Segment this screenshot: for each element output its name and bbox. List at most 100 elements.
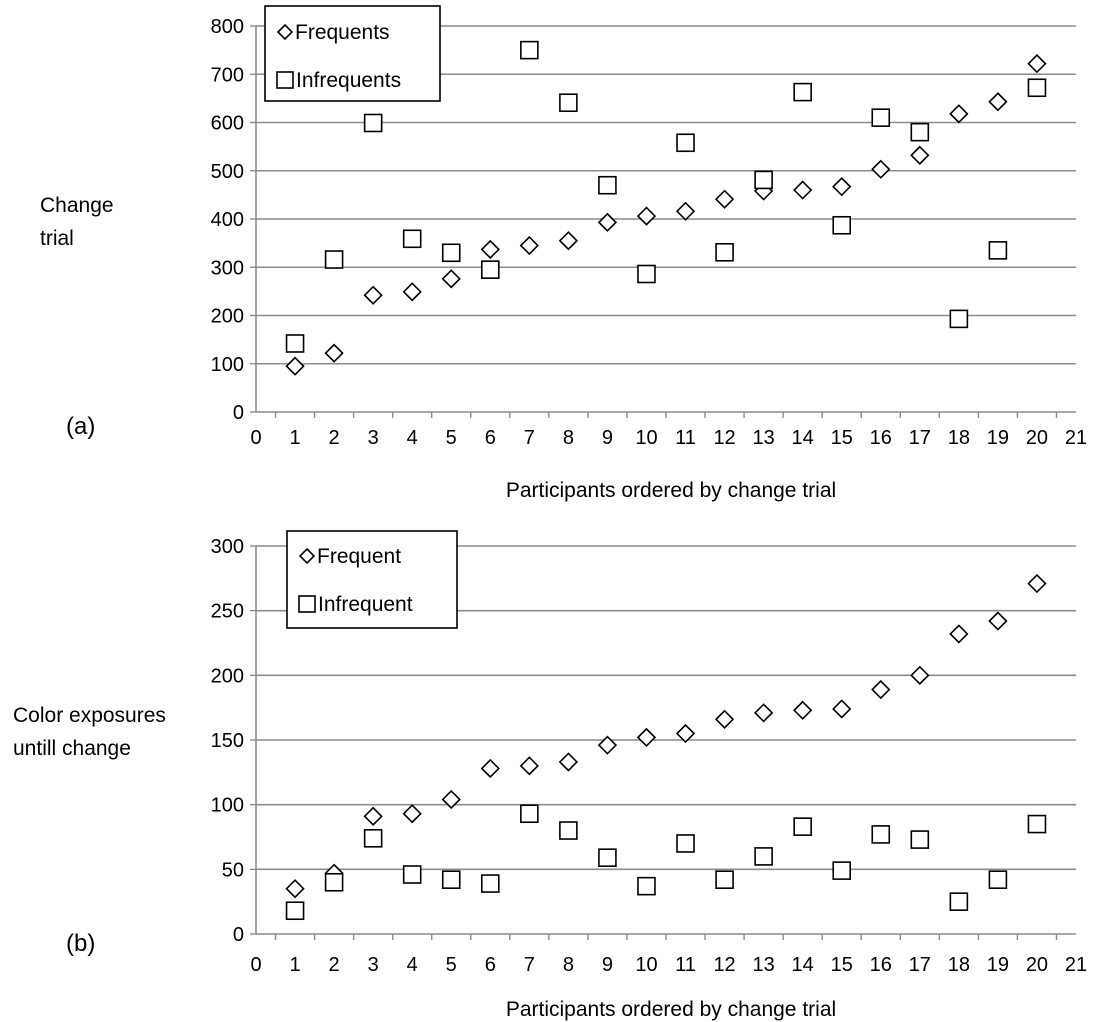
data-point-square (480, 874, 500, 893)
x-tick-label: 17 (909, 427, 931, 449)
data-point-diamond (363, 285, 383, 305)
y-tick-label: 400 (211, 209, 244, 231)
data-point-diamond (480, 239, 500, 260)
data-point-diamond (871, 159, 891, 179)
x-tick-label: 4 (407, 954, 418, 976)
x-tick-label: 20 (1026, 954, 1048, 976)
x-axis-title: Participants ordered by change trial (506, 998, 836, 1021)
data-point-square (324, 872, 344, 892)
data-point-square (324, 250, 344, 269)
data-point-diamond (1027, 573, 1047, 594)
y-tick-label: 200 (211, 306, 244, 328)
x-tick-label: 18 (948, 954, 970, 976)
x-tick-label: 14 (792, 427, 814, 449)
data-point-diamond (714, 709, 735, 729)
data-point-diamond (324, 343, 344, 363)
legend: Frequent Infrequent (286, 530, 458, 629)
data-point-diamond (793, 700, 813, 720)
panel-label: (b) (66, 930, 95, 957)
x-tick-label: 7 (524, 427, 535, 449)
data-point-diamond (753, 703, 774, 723)
data-point-square (676, 834, 695, 853)
x-tick-label: 11 (675, 427, 696, 449)
data-point-square (949, 309, 969, 329)
data-point-square (715, 242, 734, 262)
y-tick-label: 700 (211, 64, 244, 86)
data-point-square (988, 870, 1008, 889)
x-tick-label: 10 (635, 427, 657, 449)
data-point-square (441, 870, 461, 889)
x-tick-label: 13 (752, 427, 774, 449)
data-point-square (520, 804, 539, 824)
data-point-square (832, 861, 852, 880)
x-tick-label: 3 (368, 954, 379, 976)
data-point-diamond (636, 206, 657, 226)
data-point-square (363, 828, 383, 848)
x-tick-label: 16 (870, 427, 892, 449)
data-point-diamond (910, 665, 930, 685)
data-point-diamond (480, 758, 500, 779)
y-tick-label: 300 (211, 536, 244, 558)
data-point-square (871, 825, 891, 844)
data-point-diamond (675, 723, 696, 744)
data-point-diamond (636, 727, 657, 748)
y-tick-label: 500 (211, 161, 244, 183)
y-axis-title: Change (40, 194, 114, 217)
legend-label: Frequent (317, 545, 401, 568)
x-tick-label: 8 (563, 954, 574, 976)
y-tick-label: 100 (211, 795, 244, 817)
data-point-diamond (402, 282, 422, 302)
data-point-square (559, 821, 578, 840)
y-tick-label: 50 (222, 859, 244, 881)
data-point-diamond (558, 752, 579, 772)
x-tick-label: 6 (485, 427, 496, 449)
data-point-square (832, 215, 852, 235)
x-tick-label: 15 (831, 427, 853, 449)
data-point-square (402, 865, 422, 884)
data-point-square (793, 82, 812, 102)
data-point-diamond (1027, 54, 1047, 74)
x-tick-label: 15 (831, 954, 853, 976)
data-point-square (676, 133, 695, 153)
y-tick-label: 150 (211, 730, 244, 752)
x-tick-label: 2 (329, 427, 340, 449)
data-point-diamond (597, 212, 618, 233)
y-tick-label: 600 (211, 113, 244, 135)
data-point-square (441, 243, 461, 263)
data-point-square (910, 830, 930, 849)
data-point-square (754, 847, 773, 866)
legend-square-icon (298, 595, 316, 613)
data-point-diamond (597, 735, 618, 755)
data-point-diamond (441, 789, 461, 810)
y-axis-title: untill change (13, 737, 131, 760)
data-point-square (871, 108, 891, 127)
data-point-diamond (910, 145, 930, 165)
x-tick-label: 12 (713, 954, 735, 976)
x-tick-label: 16 (870, 954, 892, 976)
x-tick-label: 0 (250, 427, 261, 449)
x-tick-label: 11 (675, 954, 696, 976)
data-point-square (988, 241, 1008, 260)
x-tick-label: 5 (446, 427, 457, 449)
data-point-square (637, 876, 656, 896)
data-point-square (910, 122, 930, 142)
data-point-square (520, 40, 539, 60)
y-axis-title: trial (40, 227, 74, 250)
y-tick-label: 250 (211, 601, 244, 623)
x-tick-label: 6 (485, 954, 496, 976)
x-tick-label: 12 (713, 427, 735, 449)
data-point-square (363, 113, 383, 133)
data-point-square (754, 170, 773, 190)
x-tick-label: 19 (987, 427, 1009, 449)
data-point-diamond (441, 269, 461, 289)
data-point-square (285, 334, 305, 353)
data-point-square (598, 175, 617, 195)
data-point-diamond (285, 356, 305, 376)
data-point-diamond (558, 231, 579, 251)
legend: Frequents Infrequents (264, 5, 441, 102)
series-diamond (285, 54, 1047, 376)
x-tick-label: 14 (792, 954, 814, 976)
data-point-diamond (519, 235, 539, 256)
